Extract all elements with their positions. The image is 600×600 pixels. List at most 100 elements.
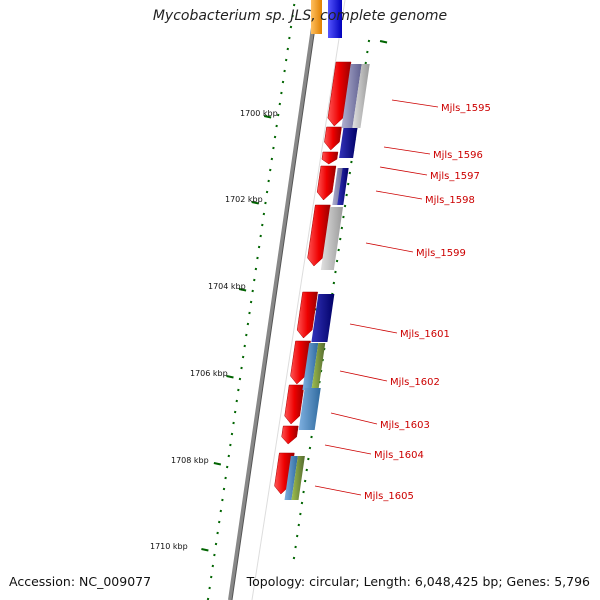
tick-dot-inner: [224, 476, 227, 480]
tick-dot-inner: [288, 36, 291, 40]
tick-dot-inner: [273, 135, 277, 139]
tick-dot-outer: [339, 237, 342, 241]
tick-dot-inner: [267, 179, 270, 183]
outer-ring: [251, 0, 346, 600]
tick-dot-outer: [307, 457, 310, 461]
cog-bar: [311, 294, 335, 342]
gene-label-1596[interactable]: Mjls_1596: [433, 150, 483, 161]
tick-dot-inner: [221, 498, 224, 502]
label-leader: [365, 242, 414, 253]
tick-dot-outer: [300, 501, 304, 505]
cog-bar: [341, 64, 362, 128]
cog-bar: [332, 168, 344, 205]
genome-backbone: [228, 0, 319, 600]
tick-dot-inner: [245, 333, 248, 337]
tick-dot-inner: [237, 388, 240, 392]
cds-arrow: [321, 151, 339, 165]
tick-dot-inner: [281, 80, 285, 84]
tick-dot-outer: [303, 479, 307, 483]
tick-dot-inner: [280, 91, 283, 95]
tick-dot-inner: [253, 278, 256, 282]
tick-dot-inner: [213, 553, 216, 557]
label-leader: [391, 99, 439, 108]
gene-label-1595[interactable]: Mjls_1595: [441, 103, 491, 114]
tick-dot-outer: [366, 50, 369, 54]
tick-dot-outer: [297, 523, 300, 527]
tick-label-1704: 1704 kbp: [208, 282, 246, 291]
tick-dot-outer: [310, 435, 313, 439]
cog-bar: [352, 64, 370, 128]
label-leader: [379, 166, 428, 176]
gene-label-1598[interactable]: Mjls_1598: [425, 195, 475, 206]
gene-label-1602[interactable]: Mjls_1602: [390, 377, 440, 388]
tick-dot-outer: [292, 556, 296, 560]
tick-dot-inner: [235, 399, 238, 403]
major-tick: [263, 115, 272, 119]
tick-dot-inner: [248, 311, 251, 315]
tick-dot-inner: [225, 465, 229, 469]
tick-dot-inner: [265, 190, 269, 194]
cog-track: [284, 64, 370, 500]
tick-dot-inner: [262, 212, 266, 216]
genome-title: Mycobacterium sp. JLS, complete genome: [152, 8, 448, 24]
gene-label-1597[interactable]: Mjls_1597: [430, 171, 480, 182]
tick-dot-inner: [278, 102, 282, 106]
gene-track: [274, 61, 352, 495]
cds-arrow: [307, 204, 331, 267]
tick-labels: 1700 kbp 1702 kbp 1704 kbp 1706 kbp 1708…: [150, 109, 278, 551]
cog-bar: [298, 388, 321, 430]
major-tick: [251, 201, 259, 205]
gene-label-1603[interactable]: Mjls_1603: [380, 420, 430, 431]
cog-bar: [291, 456, 305, 500]
label-leader: [314, 485, 362, 496]
tick-dot-inner: [284, 58, 288, 62]
tick-dot-outer: [342, 215, 345, 219]
tick-dot-inner: [219, 509, 223, 513]
label-leader: [375, 190, 423, 200]
tick-marks-inner: [201, 3, 296, 600]
tick-dot-inner: [233, 410, 237, 414]
tick-dot-outer: [332, 281, 336, 285]
label-leader: [383, 146, 431, 155]
tick-dot-outer: [364, 61, 367, 65]
tick-dot-inner: [251, 289, 254, 293]
major-tick: [226, 375, 234, 379]
tick-dot-inner: [208, 586, 211, 590]
tick-dot-outer: [299, 512, 302, 516]
tick-dot-inner: [238, 377, 242, 381]
tick-dot-outer: [295, 534, 299, 538]
tick-dot-outer: [340, 226, 344, 230]
gene-label-1599[interactable]: Mjls_1599: [416, 248, 466, 259]
tick-dot-outer: [308, 446, 312, 450]
tick-dot-outer: [367, 39, 371, 43]
tick-label-1708: 1708 kbp: [171, 456, 209, 465]
cog-bar: [337, 168, 349, 205]
tick-label-1702: 1702 kbp: [225, 195, 263, 204]
tick-dot-inner: [211, 564, 215, 568]
partial-gene-orange: [311, 0, 322, 34]
gene-label-1604[interactable]: Mjls_1604: [374, 450, 424, 461]
tick-dot-inner: [241, 355, 245, 359]
gene-label-1601[interactable]: Mjls_1601: [400, 329, 450, 340]
tick-dot-inner: [216, 531, 219, 535]
tick-dot-inner: [249, 300, 253, 304]
cog-bar: [339, 128, 358, 158]
backbone-edge: [231, 0, 320, 600]
tick-dot-inner: [283, 69, 286, 73]
major-tick: [213, 462, 222, 466]
tick-dot-inner: [264, 201, 267, 205]
tick-dot-outer: [337, 248, 340, 252]
label-leader: [339, 370, 388, 382]
cog-bar: [284, 456, 298, 500]
tick-dot-outer: [302, 490, 305, 494]
tick-label-1706: 1706 kbp: [190, 369, 228, 378]
tick-label-1710: 1710 kbp: [150, 542, 188, 551]
tick-dot-inner: [210, 575, 213, 579]
tick-dot-inner: [276, 113, 280, 117]
label-leader: [324, 444, 372, 455]
gene-label-1605[interactable]: Mjls_1605: [364, 491, 414, 502]
tick-dot-outer: [334, 270, 337, 274]
tick-dot-inner: [217, 520, 221, 524]
tick-dot-inner: [240, 366, 243, 370]
